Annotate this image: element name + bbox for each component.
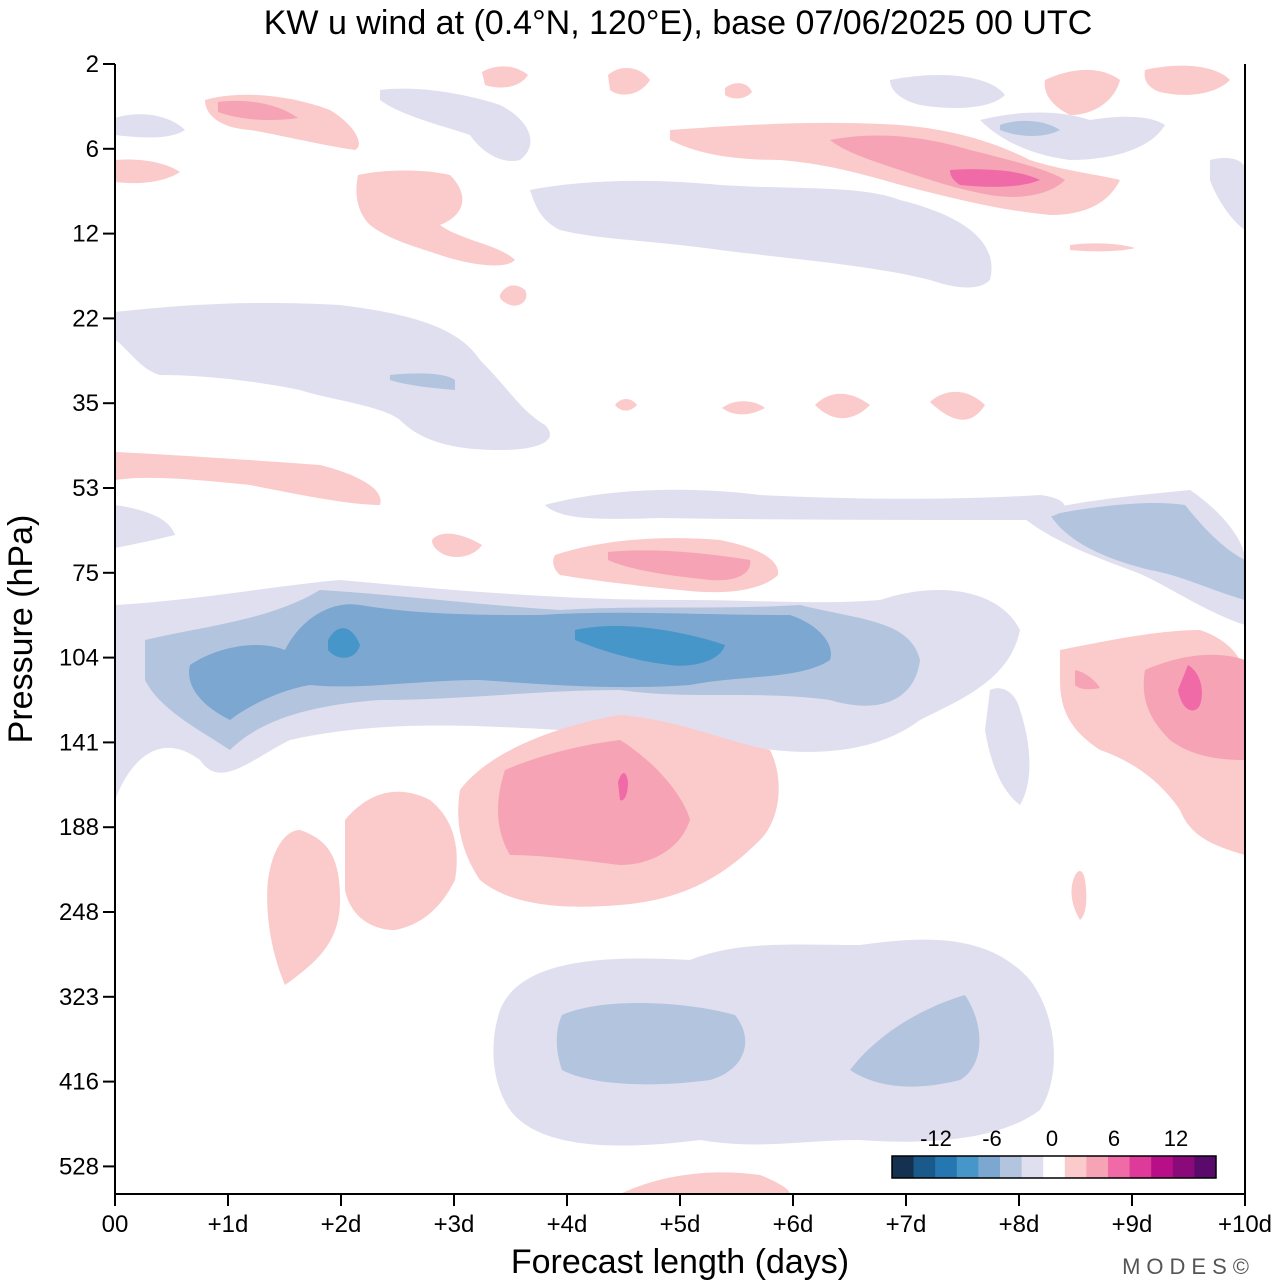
legend-label: -6 — [982, 1126, 1002, 1151]
y-tick-label: 248 — [59, 899, 99, 926]
y-tick-label: 22 — [72, 305, 99, 332]
contour-pos-35-a — [615, 398, 637, 411]
contour-neg-12 — [530, 180, 992, 288]
contour-pos-upper-mid — [356, 170, 515, 266]
x-tick-label: +6d — [773, 1211, 814, 1238]
contour-pos-upper-mid-small — [499, 285, 527, 306]
legend-swatch — [913, 1156, 936, 1178]
contour-pos-8hpa-left — [115, 159, 180, 184]
y-tick-label: 6 — [86, 136, 99, 163]
contour-pos-upper-left-mid — [218, 100, 298, 120]
contour-neg-53 — [545, 489, 1065, 520]
contour-neg-light-lower — [493, 939, 1054, 1146]
x-tick-label: 00 — [102, 1211, 129, 1238]
chart-title: KW u wind at (0.4°N, 120°E), base 07/06/… — [264, 4, 1093, 42]
contour-pos-bottom — [620, 1172, 790, 1194]
y-tick-label: 35 — [72, 390, 99, 417]
contour-neg-core-main — [575, 625, 725, 666]
contour-neg-mid-lower-2 — [850, 995, 980, 1087]
legend-label: -12 — [920, 1126, 952, 1151]
y-axis-ticks: 2 6 12 22 35 53 75 104 141 188 248 323 416 528 — [59, 51, 115, 1180]
legend-swatch — [1108, 1156, 1131, 1178]
legend-swatch — [1000, 1156, 1023, 1178]
contour-neg-141 — [985, 688, 1030, 805]
legend-swatch — [1021, 1156, 1044, 1178]
legend-swatch — [935, 1156, 958, 1178]
legend-swatch — [1151, 1156, 1174, 1178]
y-tick-label: 188 — [59, 814, 99, 841]
x-tick-label: +1d — [208, 1211, 249, 1238]
x-tick-label: +8d — [999, 1211, 1040, 1238]
legend-swatch — [1086, 1156, 1109, 1178]
x-tick-label: +3d — [434, 1211, 475, 1238]
legend-frame — [891, 1155, 1217, 1179]
legend-swatch — [1129, 1156, 1152, 1178]
y-tick-label: 528 — [59, 1153, 99, 1180]
x-tick-label: +7d — [886, 1211, 927, 1238]
legend-swatch — [1043, 1156, 1066, 1178]
contour-pos-53-left — [115, 452, 381, 505]
contour-neg-22-mid — [390, 373, 455, 390]
contour-pos-right-small — [1075, 670, 1100, 690]
legend: -12 -6 0 6 12 — [891, 1126, 1217, 1179]
legend-swatch — [1064, 1156, 1087, 1178]
y-tick-label: 12 — [72, 221, 99, 248]
contour-pos-upper-right-core — [950, 169, 1040, 187]
contour-pos-core-right — [1178, 665, 1202, 711]
contour-neg-top-right-core — [1000, 120, 1060, 136]
contour-pos-light-left-2 — [345, 791, 457, 930]
y-tick-label: 416 — [59, 1069, 99, 1096]
legend-swatch — [892, 1156, 915, 1178]
x-tick-label: +5d — [660, 1211, 701, 1238]
contour-pos-top-right — [1144, 65, 1230, 95]
contour-pos-top-right-2 — [1044, 69, 1120, 115]
contour-neg-upper-right-mid — [1050, 503, 1245, 600]
contour-pos-top-2 — [608, 67, 650, 95]
contour-pos-75-mid — [608, 550, 751, 581]
contour-neg-22 — [115, 302, 550, 450]
y-tick-label: 141 — [59, 729, 99, 756]
contour-pos-core-main — [618, 773, 628, 801]
credit-logo: MODES© — [1122, 1254, 1255, 1279]
contour-pos-248-right — [1071, 870, 1087, 920]
contour-neg-top-right-edge — [1210, 158, 1245, 230]
contour-neg-top-left — [115, 114, 185, 138]
x-axis-label: Forecast length (days) — [511, 1243, 849, 1281]
y-tick-label: 323 — [59, 984, 99, 1011]
y-tick-label: 75 — [72, 560, 99, 587]
contour-fills — [115, 65, 1245, 1194]
legend-label: 12 — [1164, 1126, 1188, 1151]
x-tick-label: +10d — [1218, 1211, 1272, 1238]
y-tick-label: 2 — [86, 51, 99, 78]
x-tick-label: +4d — [547, 1211, 588, 1238]
y-tick-label: 53 — [72, 475, 99, 502]
legend-swatch — [978, 1156, 1001, 1178]
legend-label: 6 — [1108, 1126, 1120, 1151]
contour-pos-mid-main — [498, 740, 690, 865]
contour-pos-12-right — [1070, 243, 1135, 252]
x-tick-label: +9d — [1112, 1211, 1153, 1238]
contour-neg-top-right — [890, 75, 1005, 108]
contour-pos-top-3 — [725, 83, 752, 99]
legend-swatch — [956, 1156, 979, 1178]
y-tick-label: 104 — [59, 645, 99, 672]
contour-pos-top-1 — [482, 66, 528, 88]
contour-pos-35-d — [930, 391, 985, 420]
contour-pos-35-b — [722, 401, 765, 415]
contour-pos-75-small — [432, 533, 482, 557]
contour-pos-35-c — [815, 393, 870, 419]
legend-label: 0 — [1046, 1126, 1058, 1151]
legend-swatch — [1194, 1156, 1217, 1178]
x-tick-label: +2d — [321, 1211, 362, 1238]
legend-swatch — [1172, 1156, 1195, 1178]
contour-neg-mid-lower — [556, 1002, 746, 1085]
plot-area: 00 +1d +2d +3d +4d +5d +6d +7d +8d +9d +10d 2 6 12 22… — [59, 51, 1272, 1238]
contour-neg-top-mid — [380, 88, 531, 161]
contour-neg-left-edge — [115, 505, 175, 548]
y-axis-label: Pressure (hPa) — [2, 515, 40, 744]
contour-neg-core-2 — [328, 628, 360, 658]
contour-pos-light-left — [267, 830, 340, 985]
x-axis-ticks: 00 +1d +2d +3d +4d +5d +6d +7d +8d +9d +10d — [102, 1194, 1272, 1238]
